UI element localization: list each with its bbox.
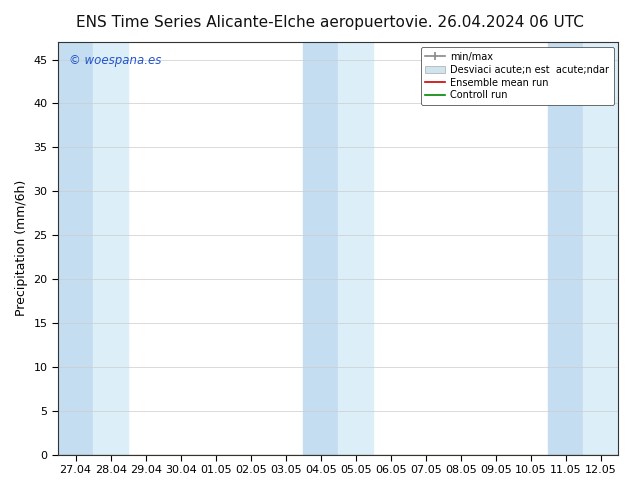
Bar	[303, 42, 339, 455]
Text: © woespana.es: © woespana.es	[69, 54, 162, 67]
Bar	[58, 42, 93, 455]
Bar	[548, 42, 583, 455]
Text: vie. 26.04.2024 06 UTC: vie. 26.04.2024 06 UTC	[405, 15, 584, 30]
Y-axis label: Precipitation (mm/6h): Precipitation (mm/6h)	[15, 180, 28, 317]
Legend: min/max, Desviaci acute;n est  acute;ndar, Ensemble mean run, Controll run: min/max, Desviaci acute;n est acute;ndar…	[420, 47, 614, 105]
Bar	[583, 42, 619, 455]
Text: ENS Time Series Alicante-Elche aeropuerto: ENS Time Series Alicante-Elche aeropuert…	[77, 15, 405, 30]
Bar	[93, 42, 128, 455]
Bar	[339, 42, 373, 455]
